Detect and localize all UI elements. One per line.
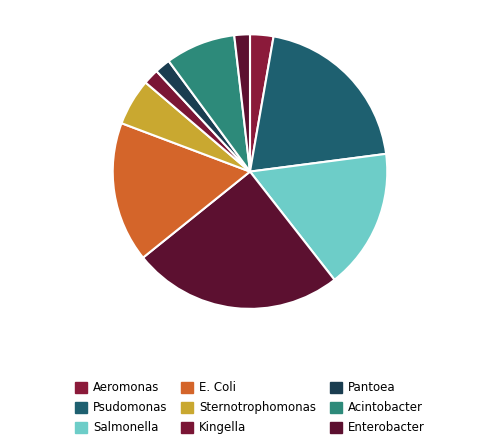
Wedge shape: [143, 172, 334, 309]
Wedge shape: [122, 83, 250, 172]
Wedge shape: [250, 154, 388, 280]
Wedge shape: [112, 123, 250, 258]
Wedge shape: [168, 35, 250, 172]
Wedge shape: [156, 61, 250, 172]
Wedge shape: [250, 37, 386, 172]
Legend: Aeromonas, Psudomonas, Salmonella, Klebseilla, E. Coli, Sternotrophomonas, Kinge: Aeromonas, Psudomonas, Salmonella, Klebs…: [70, 377, 430, 440]
Wedge shape: [146, 71, 250, 172]
Wedge shape: [250, 34, 274, 172]
Wedge shape: [234, 34, 250, 172]
